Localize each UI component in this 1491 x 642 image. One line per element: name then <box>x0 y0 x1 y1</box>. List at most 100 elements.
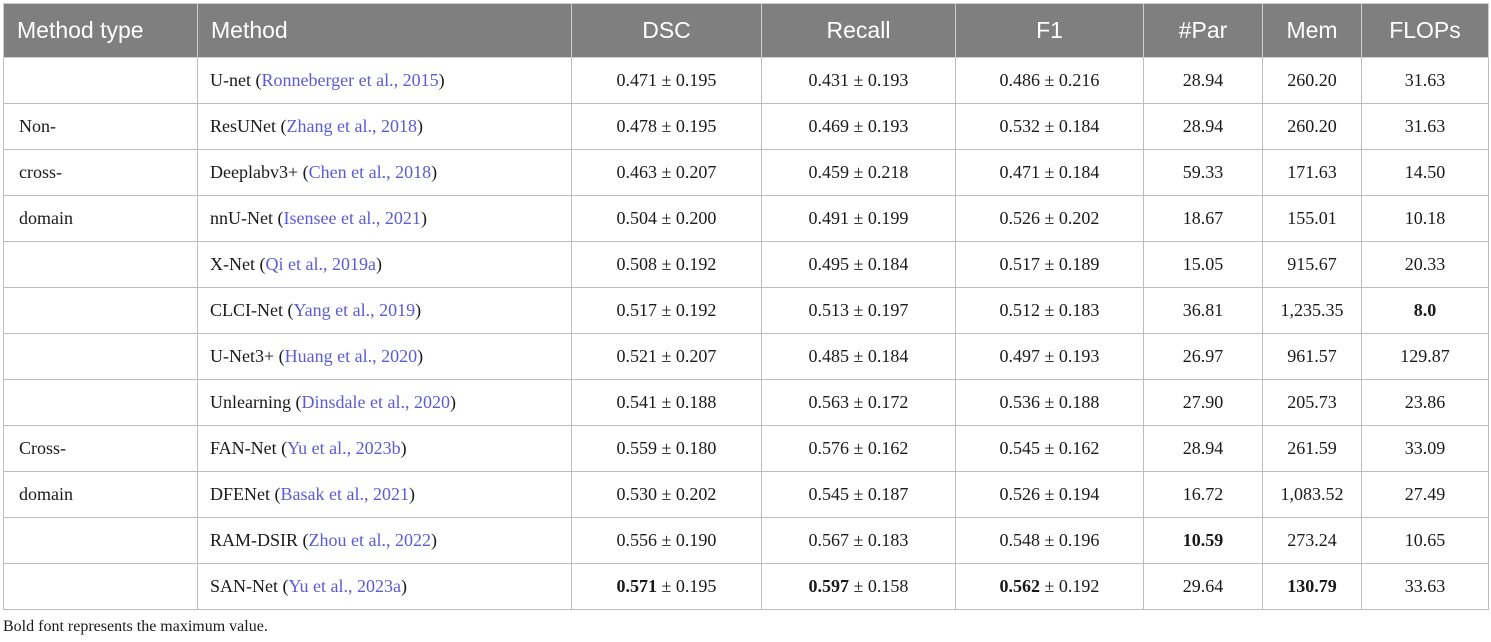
method-type-cell <box>3 517 198 564</box>
header-method: Method <box>197 3 572 58</box>
recall-mean: 0.545 <box>808 484 850 504</box>
mem-value: 273.24 <box>1287 530 1337 550</box>
flops-value: 8.0 <box>1413 300 1437 320</box>
method-type-cell: cross- <box>3 149 198 196</box>
recall-std: ± 0.187 <box>853 484 909 504</box>
recall-mean: 0.513 <box>808 300 850 320</box>
mem-cell: 260.20 <box>1262 57 1362 104</box>
method-type-cell: domain <box>3 195 198 242</box>
dsc-std: ± 0.207 <box>661 346 717 366</box>
recall-std: ± 0.197 <box>853 300 909 320</box>
dsc-mean: 0.521 <box>616 346 658 366</box>
citation-link: Chen et al., 2018 <box>308 162 432 182</box>
f1-std: ± 0.162 <box>1044 438 1100 458</box>
header-dsc: DSC <box>571 3 762 58</box>
dsc-std: ± 0.180 <box>661 438 717 458</box>
recall-std: ± 0.184 <box>853 346 909 366</box>
mem-value: 155.01 <box>1287 208 1337 228</box>
method-name: nnU-Net <box>210 208 273 228</box>
method-type-cell <box>3 333 198 380</box>
citation-link: Zhou et al., 2022 <box>308 530 431 550</box>
flops-cell: 33.09 <box>1361 425 1489 472</box>
dsc-std: ± 0.195 <box>661 576 717 596</box>
citation-link: Qi et al., 2019a <box>265 254 376 274</box>
flops-cell: 10.18 <box>1361 195 1489 242</box>
par-value: 10.59 <box>1182 530 1224 550</box>
method-cell: nnU-Net (Isensee et al., 2021) <box>197 195 572 242</box>
mem-value: 171.63 <box>1287 162 1337 182</box>
f1-std: ± 0.184 <box>1044 162 1100 182</box>
header-recall: Recall <box>761 3 956 58</box>
recall-mean: 0.459 <box>808 162 850 182</box>
par-cell: 27.90 <box>1143 379 1263 426</box>
citation-link: Yu et al., 2023a <box>288 576 401 596</box>
dsc-mean: 0.571 <box>616 576 658 596</box>
mem-cell: 1,083.52 <box>1262 471 1362 518</box>
table-footnote: Bold font represents the maximum value. <box>3 618 268 635</box>
recall-cell: 0.576 ± 0.162 <box>761 425 956 472</box>
flops-cell: 33.63 <box>1361 563 1489 610</box>
f1-mean: 0.512 <box>999 300 1041 320</box>
flops-value: 23.86 <box>1404 392 1446 412</box>
header-flops: FLOPs <box>1361 3 1489 58</box>
flops-cell: 14.50 <box>1361 149 1489 196</box>
recall-mean: 0.495 <box>808 254 850 274</box>
f1-mean: 0.548 <box>999 530 1041 550</box>
method-name: U-Net3+ <box>210 346 275 366</box>
f1-mean: 0.536 <box>999 392 1041 412</box>
method-name: CLCI-Net <box>210 300 283 320</box>
par-value: 16.72 <box>1182 484 1224 504</box>
flops-cell: 8.0 <box>1361 287 1489 334</box>
recall-cell: 0.545 ± 0.187 <box>761 471 956 518</box>
dsc-cell: 0.517 ± 0.192 <box>571 287 762 334</box>
citation-link: Huang et al., 2020 <box>284 346 418 366</box>
dsc-std: ± 0.188 <box>661 392 717 412</box>
mem-value: 205.73 <box>1287 392 1337 412</box>
f1-mean: 0.532 <box>999 116 1041 136</box>
dsc-mean: 0.478 <box>616 116 658 136</box>
par-cell: 18.67 <box>1143 195 1263 242</box>
method-name: ResUNet <box>210 116 276 136</box>
flops-value: 129.87 <box>1400 346 1450 366</box>
par-cell: 28.94 <box>1143 57 1263 104</box>
method-name: Deeplabv3+ <box>210 162 299 182</box>
par-value: 15.05 <box>1182 254 1224 274</box>
f1-std: ± 0.194 <box>1044 484 1100 504</box>
par-cell: 59.33 <box>1143 149 1263 196</box>
dsc-mean: 0.471 <box>616 70 658 90</box>
f1-mean: 0.545 <box>999 438 1041 458</box>
flops-cell: 31.63 <box>1361 103 1489 150</box>
recall-std: ± 0.193 <box>853 70 909 90</box>
recall-mean: 0.469 <box>808 116 850 136</box>
method-name: Unlearning <box>210 392 291 412</box>
flops-value: 20.33 <box>1404 254 1446 274</box>
f1-std: ± 0.196 <box>1044 530 1100 550</box>
mem-cell: 205.73 <box>1262 379 1362 426</box>
dsc-mean: 0.556 <box>616 530 658 550</box>
mem-cell: 961.57 <box>1262 333 1362 380</box>
dsc-cell: 0.463 ± 0.207 <box>571 149 762 196</box>
dsc-cell: 0.571 ± 0.195 <box>571 563 762 610</box>
f1-cell: 0.526 ± 0.194 <box>955 471 1144 518</box>
recall-cell: 0.597 ± 0.158 <box>761 563 956 610</box>
table-row: X-Net (Qi et al., 2019a) 0.508 ± 0.192 0.4… <box>3 241 1489 288</box>
flops-cell: 27.49 <box>1361 471 1489 518</box>
header-f1: F1 <box>955 3 1144 58</box>
method-cell: X-Net (Qi et al., 2019a) <box>197 241 572 288</box>
method-cell: SAN-Net (Yu et al., 2023a) <box>197 563 572 610</box>
dsc-std: ± 0.207 <box>661 162 717 182</box>
dsc-std: ± 0.195 <box>661 70 717 90</box>
dsc-cell: 0.559 ± 0.180 <box>571 425 762 472</box>
method-name: DFENet <box>210 484 270 504</box>
par-cell: 36.81 <box>1143 287 1263 334</box>
f1-std: ± 0.192 <box>1044 576 1100 596</box>
mem-value: 260.20 <box>1287 116 1337 136</box>
method-type-cell <box>3 241 198 288</box>
method-cell: CLCI-Net (Yang et al., 2019) <box>197 287 572 334</box>
par-cell: 10.59 <box>1143 517 1263 564</box>
mem-cell: 915.67 <box>1262 241 1362 288</box>
recall-mean: 0.491 <box>808 208 850 228</box>
citation-link: Yang et al., 2019 <box>293 300 416 320</box>
par-cell: 26.97 <box>1143 333 1263 380</box>
mem-cell: 155.01 <box>1262 195 1362 242</box>
